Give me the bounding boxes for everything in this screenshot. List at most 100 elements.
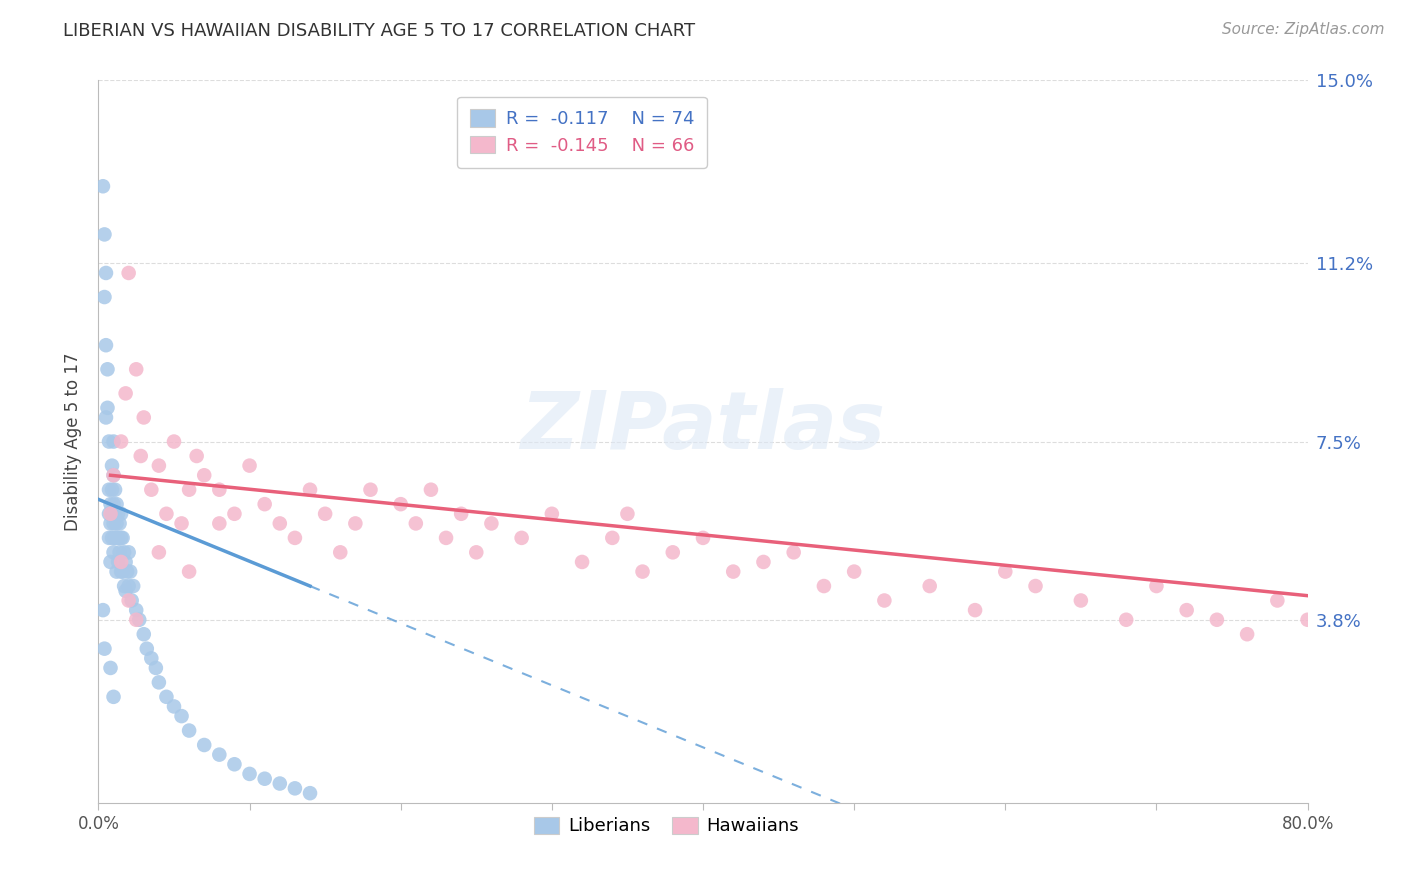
Point	[208, 747, 231, 762]
Point	[253, 497, 276, 511]
Point	[104, 483, 127, 497]
Point	[93, 227, 115, 242]
Point	[94, 266, 117, 280]
Point	[163, 699, 186, 714]
Point	[148, 675, 170, 690]
Point	[101, 458, 124, 473]
Point	[103, 516, 125, 531]
Point	[128, 613, 150, 627]
Point	[105, 531, 128, 545]
Point	[98, 531, 121, 545]
Point	[104, 507, 127, 521]
Point	[465, 545, 488, 559]
Point	[224, 507, 246, 521]
Point	[1175, 603, 1198, 617]
Point	[108, 516, 131, 531]
Point	[105, 565, 128, 579]
Point	[93, 290, 115, 304]
Point	[314, 507, 336, 521]
Point	[179, 723, 201, 738]
Point	[107, 531, 129, 545]
Point	[253, 772, 276, 786]
Point	[813, 579, 835, 593]
Point	[1206, 613, 1229, 627]
Point	[405, 516, 427, 531]
Point	[125, 613, 148, 627]
Point	[661, 545, 683, 559]
Point	[118, 266, 141, 280]
Point	[94, 338, 117, 352]
Point	[120, 565, 142, 579]
Point	[844, 565, 866, 579]
Point	[114, 386, 136, 401]
Point	[103, 497, 125, 511]
Point	[135, 641, 157, 656]
Text: LIBERIAN VS HAWAIIAN DISABILITY AGE 5 TO 17 CORRELATION CHART: LIBERIAN VS HAWAIIAN DISABILITY AGE 5 TO…	[63, 22, 696, 40]
Point	[450, 507, 472, 521]
Point	[118, 579, 141, 593]
Point	[186, 449, 208, 463]
Point	[571, 555, 593, 569]
Point	[616, 507, 638, 521]
Point	[100, 507, 122, 521]
Point	[1296, 613, 1319, 627]
Point	[94, 410, 117, 425]
Point	[269, 776, 291, 790]
Point	[122, 579, 145, 593]
Point	[284, 781, 307, 796]
Text: Source: ZipAtlas.com: Source: ZipAtlas.com	[1222, 22, 1385, 37]
Point	[179, 483, 201, 497]
Point	[118, 593, 141, 607]
Point	[344, 516, 367, 531]
Point	[193, 468, 215, 483]
Point	[540, 507, 562, 521]
Point	[107, 555, 129, 569]
Point	[723, 565, 745, 579]
Point	[783, 545, 806, 559]
Point	[111, 531, 134, 545]
Point	[107, 507, 129, 521]
Point	[179, 565, 201, 579]
Point	[239, 767, 262, 781]
Point	[329, 545, 352, 559]
Legend: Liberians, Hawaiians: Liberians, Hawaiians	[524, 807, 808, 845]
Point	[170, 516, 193, 531]
Point	[193, 738, 215, 752]
Point	[114, 555, 136, 569]
Point	[148, 458, 170, 473]
Point	[96, 401, 118, 415]
Point	[104, 531, 127, 545]
Point	[631, 565, 654, 579]
Point	[125, 603, 148, 617]
Point	[98, 483, 121, 497]
Point	[129, 449, 152, 463]
Point	[141, 483, 163, 497]
Point	[105, 516, 128, 531]
Point	[965, 603, 987, 617]
Point	[103, 545, 125, 559]
Point	[121, 593, 143, 607]
Point	[100, 497, 122, 511]
Point	[155, 690, 177, 704]
Point	[602, 531, 624, 545]
Point	[100, 516, 122, 531]
Point	[100, 661, 122, 675]
Point	[752, 555, 775, 569]
Point	[115, 565, 138, 579]
Point	[510, 531, 533, 545]
Point	[91, 179, 114, 194]
Point	[994, 565, 1017, 579]
Point	[103, 468, 125, 483]
Point	[103, 468, 125, 483]
Point	[101, 531, 124, 545]
Point	[125, 362, 148, 376]
Point	[93, 641, 115, 656]
Point	[110, 507, 132, 521]
Point	[692, 531, 714, 545]
Point	[1115, 613, 1137, 627]
Text: ZIPatlas: ZIPatlas	[520, 388, 886, 467]
Point	[918, 579, 941, 593]
Point	[91, 603, 114, 617]
Point	[141, 651, 163, 665]
Point	[481, 516, 503, 531]
